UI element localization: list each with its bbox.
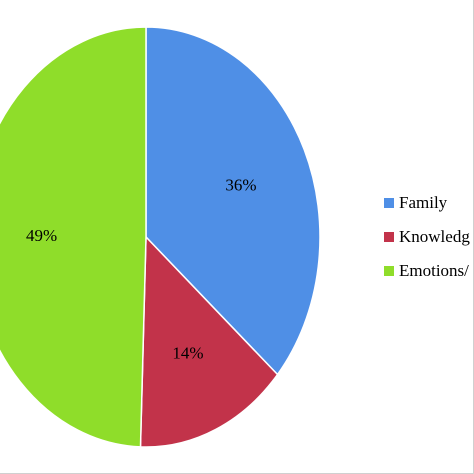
legend-item-knowledge: Knowledg bbox=[384, 220, 474, 254]
legend-label-family: Family bbox=[399, 193, 448, 212]
pie-slices bbox=[0, 26, 321, 448]
pie-label-knowledge: 14% bbox=[172, 343, 203, 362]
legend-label-emotions: Emotions/ bbox=[399, 261, 469, 280]
legend-item-emotions: Emotions/ bbox=[384, 254, 474, 288]
pie-slice-family bbox=[145, 26, 321, 376]
pie-label-emotions: 49% bbox=[26, 226, 57, 245]
pie-slice-emotions bbox=[0, 26, 147, 448]
legend: Family Knowledg Emotions/ bbox=[384, 186, 474, 288]
pie-slice-knowledge bbox=[139, 235, 279, 448]
pie-label-family: 36% bbox=[225, 176, 256, 195]
pie-slice-labels: 36% 14% 49% bbox=[26, 176, 257, 363]
legend-label-knowledge: Knowledg bbox=[399, 227, 470, 246]
legend-item-family: Family bbox=[384, 186, 474, 220]
legend-swatch-knowledge bbox=[384, 232, 394, 242]
legend-swatch-emotions bbox=[384, 266, 394, 276]
legend-swatch-family bbox=[384, 198, 394, 208]
